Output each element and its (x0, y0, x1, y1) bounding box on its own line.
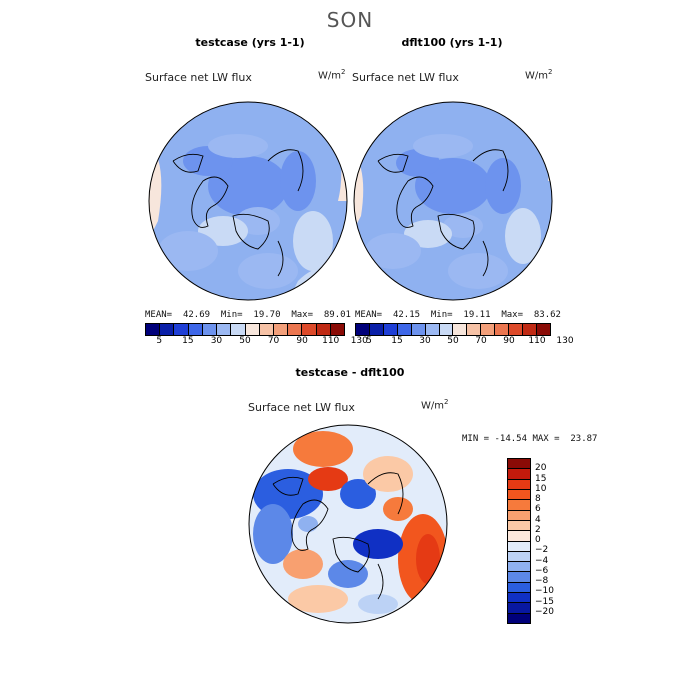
left-colorbar-tick-label: 5 (156, 336, 163, 346)
right-colorbar-swatch (536, 324, 550, 335)
right-stats: MEAN= 42.15 Min= 19.11 Max= 83.62 (355, 310, 561, 320)
diff-panel-title: testcase - dflt100 (295, 366, 405, 379)
diff-colorbar-swatch (508, 459, 530, 470)
diff-colorbar-tick-label: −4 (535, 555, 549, 566)
right-colorbar-swatch (495, 324, 510, 335)
diff-colorbar-swatch (508, 469, 530, 480)
right-colorbar-swatch (509, 324, 524, 335)
diff-colorbar-tick-label: −8 (535, 576, 549, 586)
right-variable-label: Surface net LW flux (352, 71, 459, 84)
diff-colorbar-swatch (508, 603, 530, 614)
left-colorbar-tick-label: 50 (239, 336, 251, 346)
diff-unit-label: W/m2 (421, 398, 449, 412)
right-colorbar-tick-label: 30 (419, 336, 431, 346)
right-colorbar-swatch (411, 324, 426, 335)
left-colorbar-swatch (146, 324, 161, 335)
diff-colorbar-swatch (508, 593, 530, 604)
diff-colorbar-tick-label: 4 (535, 514, 541, 525)
left-panel-title: testcase (yrs 1-1) (195, 36, 305, 49)
right-colorbar-swatch (453, 324, 468, 335)
left-colorbar-swatch (288, 324, 303, 335)
left-colorbar-swatch (231, 324, 246, 335)
diff-colorbar-tick-label: −10 (535, 586, 554, 597)
right-colorbar-swatch (425, 324, 440, 335)
left-variable-label: Surface net LW flux (145, 71, 252, 84)
diff-colorbar-swatch (508, 510, 530, 521)
diff-colorbar-tick-label: 10 (535, 483, 547, 494)
left-unit-label: W/m2 (318, 68, 346, 82)
left-colorbar-tick-label: 90 (296, 336, 308, 346)
diff-colorbar-swatch (508, 520, 530, 532)
diff-colorbar-tick-label: 0 (535, 535, 541, 545)
left-colorbar-swatch (302, 324, 317, 335)
left-coastlines (172, 149, 304, 277)
right-colorbar-swatch (369, 324, 384, 335)
right-colorbar-tick-label: 90 (503, 336, 515, 346)
diff-colorbar-tick-label: −6 (535, 565, 549, 576)
right-colorbar-tick-label: 110 (528, 336, 546, 346)
left-colorbar: 5 15 30 50 70 90 110 130 (145, 323, 368, 348)
right-colorbar-tick-label: 5 (366, 336, 372, 346)
right-colorbar-swatch (356, 324, 370, 335)
left-colorbar-tick-label: 30 (210, 336, 223, 346)
right-colorbar-swatch (439, 324, 454, 335)
right-panel-title: dflt100 (yrs 1-1) (401, 36, 503, 49)
season-title: SON (326, 8, 374, 32)
diff-colorbar-swatch (508, 479, 530, 490)
right-colorbar-swatch (397, 324, 412, 335)
diff-colorbar-swatch (508, 613, 530, 623)
left-colorbar-swatch (259, 324, 274, 335)
right-colorbar-tick-label: 130 (556, 336, 574, 346)
left-colorbar-swatch (217, 324, 232, 335)
diff-colorbar-swatch (508, 500, 530, 511)
diff-colorbar-swatch (508, 572, 530, 583)
diff-colorbar-tick-label: −15 (535, 596, 554, 607)
diff-variable-label: Surface net LW flux (248, 401, 355, 414)
left-colorbar-tick-label: 110 (322, 336, 340, 346)
diff-colorbar: 20 15 10 8 6 4 2 0 −2 −4 −6 −8 −10 −15 −20 (507, 458, 571, 624)
left-colorbar-swatch (316, 324, 331, 335)
diff-colorbar-tick-label: 8 (535, 494, 541, 504)
diff-colorbar-tick-label: −2 (535, 545, 549, 556)
left-colorbar-swatch (174, 324, 189, 335)
right-colorbar-swatch (383, 324, 398, 335)
right-colorbar-tick-label: 70 (475, 336, 487, 346)
diff-coastlines (272, 472, 404, 600)
diff-colorbar-tick-label: 2 (535, 524, 541, 535)
diff-colorbar-swatch (508, 489, 530, 501)
left-colorbar-swatch (188, 324, 203, 335)
left-stats: MEAN= 42.69 Min= 19.70 Max= 89.01 (145, 310, 351, 320)
diff-colorbar-swatch (508, 541, 530, 552)
left-colorbar-tick-label: 15 (182, 336, 194, 346)
diff-colorbar-swatch (508, 551, 530, 563)
diff-colorbar-swatch (508, 582, 530, 594)
diff-colorbar-swatch (508, 531, 530, 542)
diff-colorbar-tick-label: 15 (535, 473, 547, 484)
left-colorbar-swatch (330, 324, 345, 335)
right-colorbar-swatch (467, 324, 482, 335)
diff-polar-map (248, 424, 448, 624)
right-colorbar-swatch (481, 324, 496, 335)
left-polar-map (148, 101, 348, 301)
diff-colorbar-swatch (508, 562, 530, 573)
right-unit-label: W/m2 (525, 68, 553, 82)
diff-map-field (249, 425, 447, 623)
diff-colorbar-tick-label: 20 (535, 463, 547, 474)
left-colorbar-swatch (273, 324, 289, 335)
right-colorbar-swatch (523, 324, 537, 335)
left-colorbar-tick-label: 70 (267, 336, 280, 346)
right-colorbar-tick-label: 50 (447, 336, 459, 346)
left-colorbar-swatch (202, 324, 218, 335)
diff-minmax: MIN = -14.54 MAX = 23.87 (462, 434, 598, 444)
diff-colorbar-tick-label: 6 (535, 504, 541, 515)
left-colorbar-swatch (160, 324, 175, 335)
right-coastlines (377, 149, 509, 277)
left-colorbar-swatch (245, 324, 260, 335)
left-colorbar-tick-label: 130 (350, 336, 368, 346)
right-colorbar: 5 15 30 50 70 90 110 130 (355, 323, 574, 348)
right-map-field (354, 102, 552, 300)
right-colorbar-tick-label: 15 (391, 336, 403, 346)
right-polar-map (353, 101, 553, 301)
diff-colorbar-tick-label: −20 (535, 606, 554, 617)
